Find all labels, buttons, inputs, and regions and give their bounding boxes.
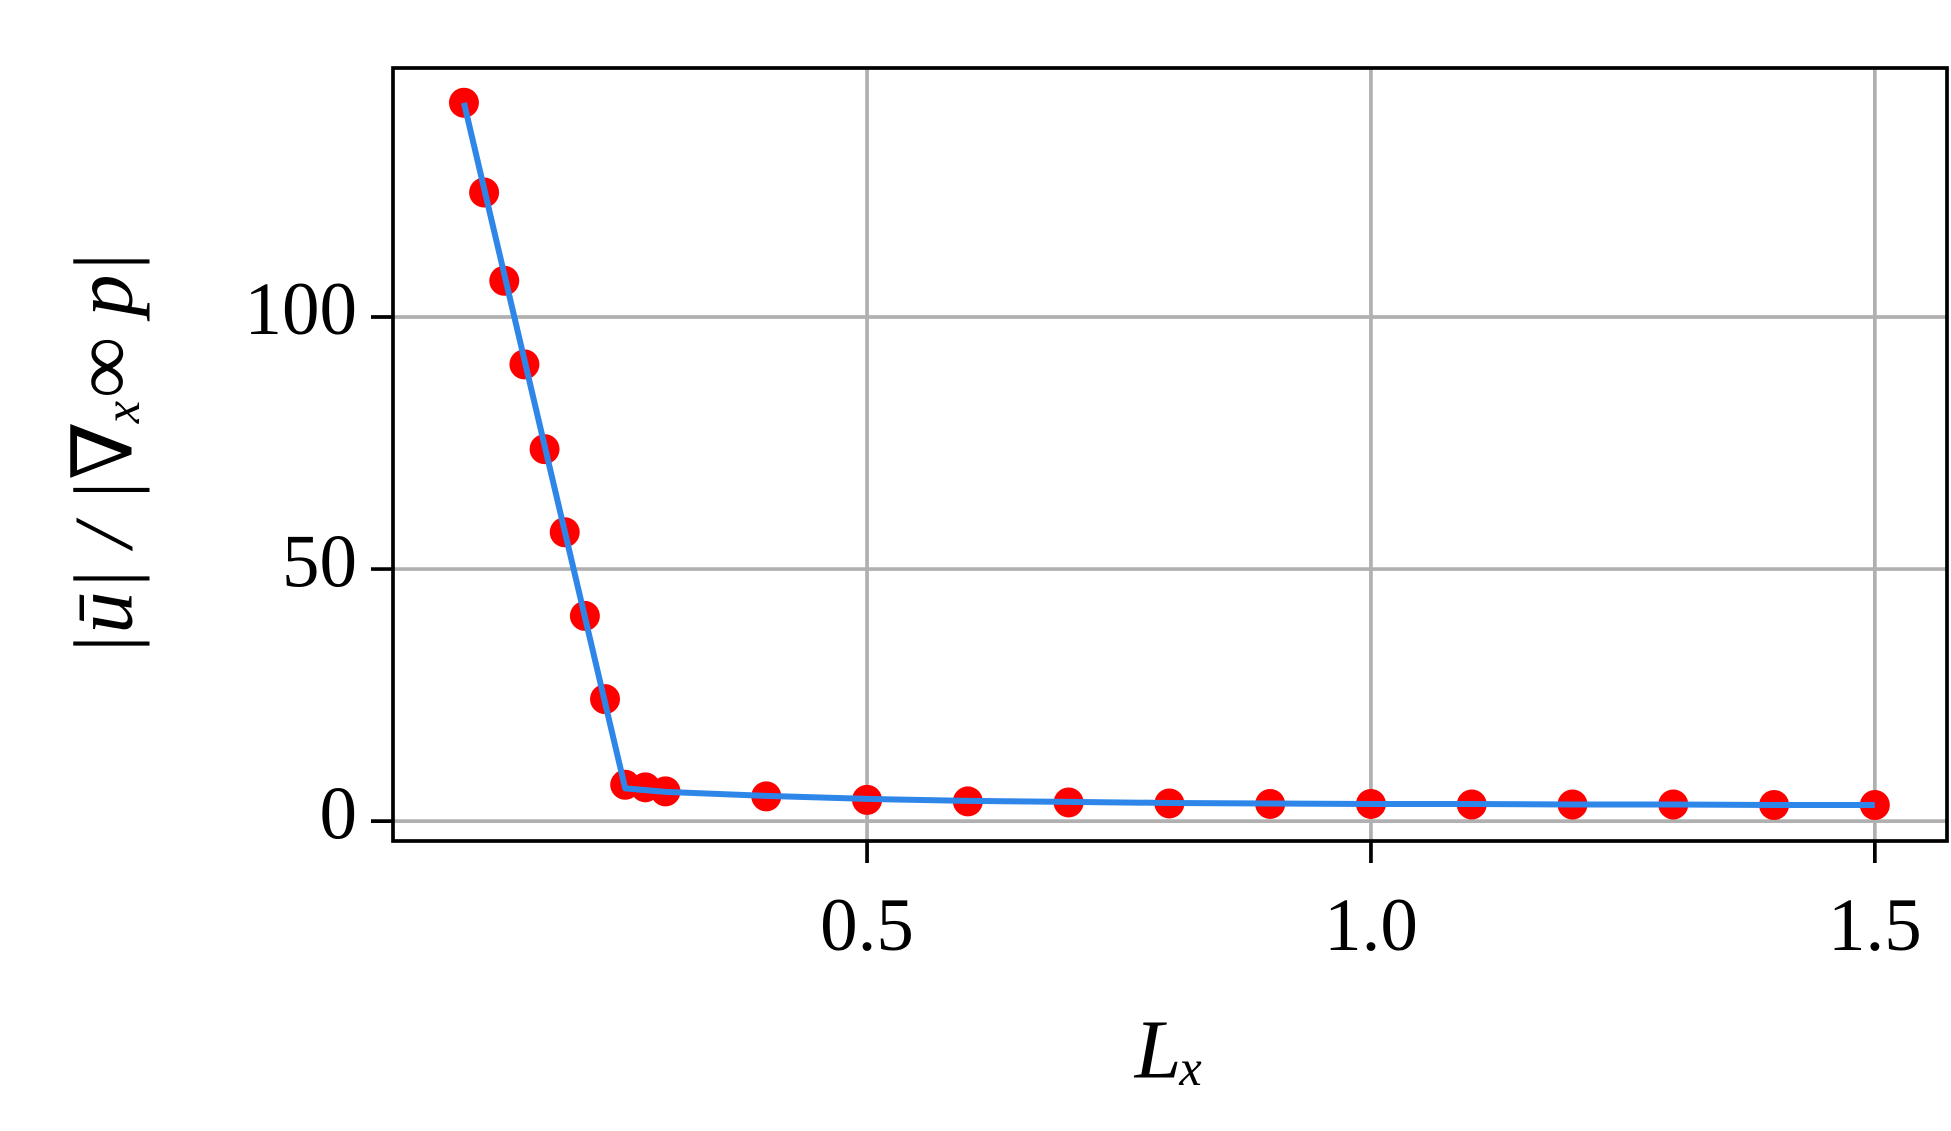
- plot-frame: [391, 66, 1949, 843]
- y-axis-label: |ū| / |∇ₓ∞ p|: [57, 251, 150, 656]
- y-tick-label: 50: [282, 520, 357, 603]
- y-tick-label: 0: [320, 772, 358, 855]
- x-tick-label: 1.0: [1324, 884, 1418, 967]
- x-tick-label: 0.5: [820, 884, 914, 967]
- x-tick-label: 1.5: [1828, 884, 1922, 967]
- x-axis-label: Lₓ: [1134, 1003, 1206, 1096]
- fit-line: [461, 102, 1875, 808]
- y-tick-label: 100: [245, 268, 358, 351]
